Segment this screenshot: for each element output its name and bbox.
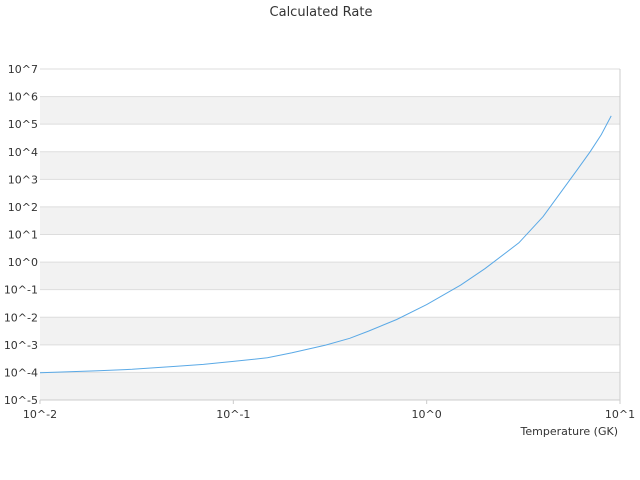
tick-labels: 10^-5 10^-4 10^-3 10^-2 10^-1 10^0 10^1 10^2 10^… <box>4 63 635 421</box>
y-tick-label: 10^4 <box>8 146 38 159</box>
x-axis-title: Temperature (GK) <box>520 425 619 438</box>
grid-band <box>40 96 620 125</box>
y-tick-label: 10^1 <box>8 229 38 242</box>
grid-band <box>40 262 620 290</box>
series-line <box>39 115 612 374</box>
grid-band <box>40 372 620 400</box>
series-layer <box>39 115 612 374</box>
x-tick-label: 10^1 <box>605 408 635 421</box>
chart-title: Calculated Rate <box>270 5 373 20</box>
x-tick-label: 10^-2 <box>23 408 57 421</box>
y-tick-label: 10^0 <box>8 256 38 269</box>
y-tick-label: 10^6 <box>8 91 38 104</box>
x-tick-label: 10^-1 <box>216 408 250 421</box>
y-tick-label: 10^-3 <box>4 339 38 352</box>
y-tick-label: 10^5 <box>8 118 38 131</box>
grid-bands <box>40 96 620 400</box>
y-tick-label: 10^-5 <box>4 394 38 407</box>
x-tick-label: 10^0 <box>412 408 442 421</box>
grid-band <box>40 151 620 180</box>
gridlines <box>40 68 620 401</box>
axes <box>39 69 621 404</box>
y-tick-label: 10^-4 <box>4 366 38 379</box>
grid-band <box>40 206 620 235</box>
y-tick-label: 10^3 <box>8 173 38 186</box>
grid-band <box>40 317 620 345</box>
y-tick-label: 10^-2 <box>4 311 38 324</box>
y-tick-label: 10^7 <box>8 63 38 76</box>
y-tick-label: 10^2 <box>8 201 38 214</box>
y-tick-label: 10^-1 <box>4 284 38 297</box>
